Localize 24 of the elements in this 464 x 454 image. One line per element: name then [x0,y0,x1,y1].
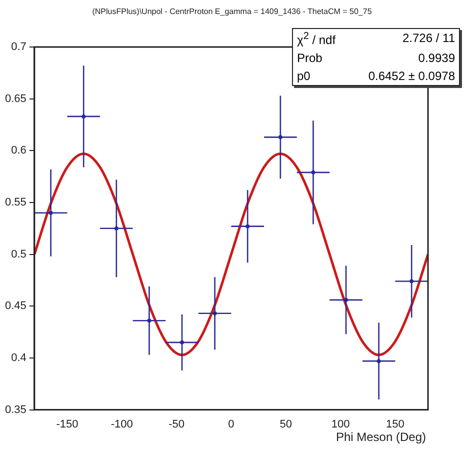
text: χ$^{2}$ / ndf [297,31,337,47]
chart-title: (NPlusFPlus)\Unpol - CentrProton E_gamma = 1409_1436 - ThetaCM = 50_75 [91,7,373,16]
x-tick-label: 150 [386,418,404,430]
annotation: 0.9939 [417,51,455,65]
y-tick-label: 0.55 [4,196,26,209]
y-tick-label: 0.7 [11,41,26,54]
y-tick-label: 0.6 [11,144,26,157]
line-series [34,152,428,356]
text: 2.726 / 11 [402,31,455,47]
x-tick-label: -100 [110,418,133,430]
annotation: Prob [297,51,324,65]
x-tick-label: -50 [168,418,184,430]
x-tick-label: -150 [56,418,78,430]
x-tick-label: 50 [280,418,292,430]
y-tick-label: 0.35 [4,404,26,416]
annotation: 0.6452 ± 0.0978 [367,69,455,83]
x-tick-label: 100 [331,418,350,430]
y-tick-label: 0.65 [4,92,26,105]
x-axis-title: Phi Meson (Deg) [336,430,426,444]
annotation: p0 [297,69,312,83]
x-tick-label: 0 [228,418,234,430]
y-tick-label: 0.45 [4,300,26,312]
y-tick-label: 0.5 [11,248,26,260]
y-tick-label: 0.4 [11,352,26,364]
